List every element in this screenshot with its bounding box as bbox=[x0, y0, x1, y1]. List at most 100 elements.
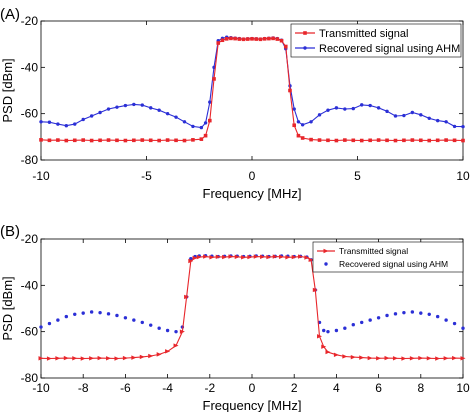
panel-b-data-point bbox=[325, 349, 331, 355]
panel-b-y-tick-label: -40 bbox=[21, 278, 39, 292]
panel-b-data-point bbox=[342, 354, 348, 359]
panel-b-data-point bbox=[368, 318, 372, 322]
panel-b-data-point bbox=[333, 352, 339, 358]
panel-b-y-tick-label: -20 bbox=[21, 232, 39, 246]
panel-a-data-point bbox=[157, 108, 161, 112]
panel-a-data-point bbox=[47, 138, 52, 143]
panel-a-data-point bbox=[182, 120, 187, 124]
panel-a-data-point bbox=[296, 133, 301, 138]
panel-a-data-point bbox=[452, 138, 457, 143]
panel-b-data-point bbox=[97, 355, 103, 361]
panel-b-data-point bbox=[360, 320, 364, 325]
panel-b-data-point bbox=[209, 255, 215, 260]
panel-a-data-point bbox=[115, 138, 119, 143]
panel-b-data-point bbox=[409, 356, 415, 361]
panel-b-data-point bbox=[106, 356, 112, 361]
panel-a-x-tick-label: 0 bbox=[249, 169, 256, 183]
panel-b-data-point bbox=[247, 254, 253, 260]
panel-b-x-tick-label: -8 bbox=[78, 381, 89, 395]
panel-b-x-tick-label: 6 bbox=[375, 381, 382, 395]
panel-a-data-point bbox=[132, 102, 136, 107]
panel-b-data-point bbox=[260, 254, 266, 260]
panel-a-data-point bbox=[334, 106, 339, 110]
panel-b-data-point bbox=[392, 356, 398, 361]
panel-a-data-point bbox=[89, 138, 94, 143]
panel-a-data-point bbox=[376, 138, 381, 142]
panel-b-legend-marker bbox=[323, 248, 329, 254]
panel-b-legend-entry: Recovered signal using AHM bbox=[339, 259, 448, 269]
panel-b-data-point bbox=[55, 356, 61, 361]
panel-a-data-point bbox=[296, 120, 301, 124]
panel-b-data-point bbox=[64, 314, 69, 319]
panel-b-data-point bbox=[419, 311, 423, 315]
panel-a-data-point bbox=[123, 138, 128, 143]
panel-a-data-point bbox=[279, 38, 284, 43]
panel-a-data-point bbox=[106, 138, 111, 142]
panel-a-data-point bbox=[343, 107, 347, 111]
panel-a-data-point bbox=[254, 37, 259, 41]
panel-b-data-point bbox=[334, 328, 339, 333]
panel-a-data-point bbox=[262, 37, 267, 41]
panel-b-data-point bbox=[427, 312, 431, 316]
panel-a-y-tick-label: -60 bbox=[21, 107, 39, 121]
panel-a-data-point bbox=[444, 120, 448, 124]
panel-b-legend-box bbox=[312, 241, 464, 273]
panel-a-data-point bbox=[376, 106, 381, 110]
panel-a-legend-entry: Transmitted signal bbox=[319, 28, 408, 40]
panel-a-legend-marker bbox=[303, 46, 307, 50]
panel-a-data-point bbox=[208, 100, 212, 104]
panel-a-chart: (A) -10 -5 0 5 10 -80 -60 -40 -20 Frequency [MHz] P… bbox=[0, 6, 470, 201]
panel-b-data-point bbox=[89, 356, 95, 361]
panel-a-data-point bbox=[89, 114, 94, 118]
panel-a-data-point bbox=[191, 138, 195, 142]
panel-b-x-tick-label: -4 bbox=[162, 381, 173, 395]
panel-a-data-point bbox=[309, 137, 313, 142]
panel-b-data-point bbox=[426, 356, 432, 361]
panel-a-data-point bbox=[444, 138, 448, 142]
panel-a-data-point bbox=[334, 138, 339, 143]
panel-a-data-point bbox=[275, 37, 280, 41]
panel-b-data-point bbox=[253, 254, 259, 259]
panel-b-data-point bbox=[322, 328, 326, 333]
panel-b-y-tick-label: -60 bbox=[21, 325, 39, 339]
panel-a-label: (A) bbox=[0, 6, 20, 23]
panel-a-data-point bbox=[81, 117, 85, 122]
panel-a-data-point bbox=[229, 36, 233, 41]
panel-a-legend-entry: Recovered signal using AHM bbox=[319, 43, 460, 55]
panel-b-data-point bbox=[173, 343, 179, 348]
panel-a-data-point bbox=[283, 44, 288, 49]
panel-a-data-point bbox=[140, 103, 144, 107]
panel-b-data-point bbox=[418, 355, 424, 361]
panel-b-data-point bbox=[401, 356, 407, 361]
panel-a-data-point bbox=[300, 136, 305, 140]
panel-a-data-point bbox=[419, 138, 423, 143]
panel-a-data-point bbox=[56, 138, 60, 142]
panel-b-x-tick-label: 0 bbox=[249, 381, 256, 395]
panel-b-data-point bbox=[72, 356, 78, 361]
panel-a-legend-marker bbox=[303, 31, 307, 35]
panel-a-y-tick-label: -80 bbox=[21, 153, 39, 167]
panel-b-data-point bbox=[443, 356, 449, 361]
panel-a-y-tick-label: -20 bbox=[21, 14, 39, 28]
panel-a-data-point bbox=[343, 138, 347, 142]
panel-b-data-point bbox=[452, 355, 458, 361]
panel-b-data-point bbox=[285, 255, 291, 260]
panel-b-data-point bbox=[47, 321, 52, 326]
panel-a-data-point bbox=[326, 138, 330, 143]
panel-a-data-point bbox=[64, 138, 69, 143]
panel-b-data-point bbox=[140, 320, 144, 325]
panel-a-data-point bbox=[140, 138, 145, 142]
panel-a-data-point bbox=[292, 107, 296, 111]
panel-b-data-point bbox=[73, 312, 77, 316]
panel-a-data-point bbox=[56, 122, 60, 126]
panel-a-data-point bbox=[203, 133, 208, 138]
panel-b-y-axis-label: PSD [dBm] bbox=[0, 276, 15, 340]
panel-b-data-point bbox=[106, 312, 111, 316]
panel-a-data-point bbox=[241, 37, 246, 42]
panel-b-data-point bbox=[435, 356, 441, 361]
panel-a-data-point bbox=[271, 36, 275, 41]
panel-a-data-point bbox=[216, 41, 221, 45]
panel-a-data-point bbox=[73, 122, 77, 126]
panel-b-data-point bbox=[196, 254, 202, 260]
panel-a-legend: Transmitted signal Recovered signal using… bbox=[290, 23, 462, 58]
